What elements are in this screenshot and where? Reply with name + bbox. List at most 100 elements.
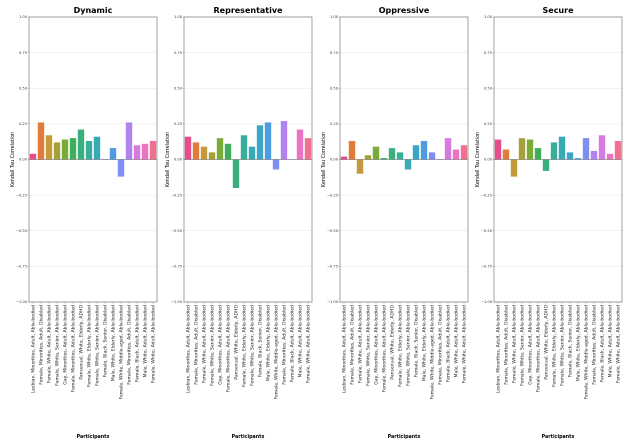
bar: Female, White, Senior, Able-bodied: -0.0… xyxy=(404,159,412,170)
x-tick-label: Female, Black, Adult, Able-bodied xyxy=(135,305,141,382)
x-tick-label: Female, White, Adult, Able-bodied xyxy=(462,305,468,383)
bar: Pansexual, White, Elderly, ADHD: 0.21 xyxy=(77,129,85,160)
x-tick-label: Female, Black, Senior, Disabled xyxy=(568,305,574,377)
x-tick-label: Lesbian, Minorities, Adult, Able-bodied xyxy=(186,305,192,393)
bar: Female, White, Senior, Able-bodied: 0.16 xyxy=(558,136,566,160)
y-tick-label: −0.50 xyxy=(171,229,183,233)
bar: Male, White, Elderly, Able-bodied: 0.08 xyxy=(109,148,117,160)
bar: Female, Minorities, Adult, Disabled: 0.2… xyxy=(280,121,288,160)
y-tick-label: −0.75 xyxy=(481,265,492,269)
bar: Female, White, Senior, Able-bodied: 0.03 xyxy=(364,155,372,160)
x-tick-label: Pansexual, White, Elderly, ADHD xyxy=(544,305,550,380)
bar: Female, Minorities, Adult, Able-bodied: … xyxy=(534,148,542,160)
bar: Female, Minorities, Adult, Disabled: 0.2… xyxy=(37,122,45,160)
x-tick-label: Female, White, Middle-aged, Able-bodied xyxy=(584,305,590,400)
y-tick-label: 0.25 xyxy=(174,122,182,126)
x-tick-label: Male, White, Adult, Able-bodied xyxy=(143,305,149,378)
bar: Female, White, Adult, Able-bodied: -0.12 xyxy=(510,159,518,177)
y-tick-label: −1.00 xyxy=(327,300,339,304)
y-tick-label: 1.00 xyxy=(174,15,183,19)
bar: Lesbian, Minorities, Adult, Able-bodied:… xyxy=(29,153,37,160)
bar: Gay, Minorities, Adult, Able-bodied: 0.1… xyxy=(61,139,69,160)
bar: Female, Minorities, Adult, Able-bodied: … xyxy=(380,158,388,160)
y-tick-label: 0.25 xyxy=(330,122,338,126)
bar: Pansexual, White, Elderly, ADHD: 0.08 xyxy=(388,148,396,160)
y-tick-label: −0.50 xyxy=(481,229,493,233)
y-tick-label: 0.75 xyxy=(484,51,492,55)
plot-frame xyxy=(28,16,158,303)
bar: Gay, Minorities, Adult, Able-bodied: 0.0… xyxy=(372,146,380,160)
y-tick-label: −0.25 xyxy=(481,193,492,197)
x-tick-label: Female, Minorities, Adult, Disabled xyxy=(504,305,510,385)
y-tick-label: −1.00 xyxy=(481,300,493,304)
bar: Female, White, Senior, Able-bodied: 0.05 xyxy=(208,152,216,160)
bar: Female, White, Elderly, Able-bodied: 0.0… xyxy=(396,152,404,160)
x-axis-label: Participants xyxy=(77,434,110,440)
panel-representative: Representative 1.00 0.75 0.50 0.25 0.00 −0.25 −… xyxy=(165,6,313,440)
bar: Female, Minorities, Adult, Disabled: 0.1… xyxy=(192,142,200,160)
chart-title: Oppressive xyxy=(379,6,430,15)
chart-title: Dynamic xyxy=(74,6,113,15)
x-tick-label: Female, White, Elderly, Able-bodied xyxy=(242,305,248,387)
y-tick-label: 0.75 xyxy=(19,51,27,55)
y-tick-label: 1.00 xyxy=(330,15,339,19)
x-tick-label: Male, White, Elderly, Able-bodied xyxy=(576,305,582,381)
x-tick-label: Female, White, Adult, Able-bodied xyxy=(151,305,157,383)
y-tick-label: −0.25 xyxy=(327,193,338,197)
x-tick-label: Female, White, Adult, Able-bodied xyxy=(47,305,53,383)
bar: Pansexual, White, Elderly, ADHD: -0.2 xyxy=(232,159,240,188)
bar: Female, White, Adult, Able-bodied: 0.13 xyxy=(614,140,622,160)
chart-title: Representative xyxy=(214,6,284,15)
bar: Female, White, Middle-aged, Able-bodied:… xyxy=(117,159,125,177)
x-tick-label: Female, Minorities, Adult, Disabled xyxy=(194,305,200,385)
x-tick-label: Female, Minorities, Adult, Disabled xyxy=(282,305,288,385)
x-tick-label: Female, Black, Adult, Able-bodied xyxy=(290,305,296,382)
y-tick-label: 0.50 xyxy=(174,86,183,90)
y-tick-label: 0.00 xyxy=(174,158,183,162)
bar: Female, Minorities, Adult, Disabled: 0.0… xyxy=(590,150,598,160)
bar: Female, White, Adult, Able-bodied: -0.1 xyxy=(356,159,364,174)
x-tick-label: Female, White, Adult, Able-bodied xyxy=(202,305,208,383)
plot-frame xyxy=(493,16,623,303)
bar: Female, White, Elderly, Able-bodied: 0.1… xyxy=(550,142,558,160)
x-tick-label: Female, Black, Adult, Able-bodied xyxy=(446,305,452,382)
plot-frame xyxy=(183,16,313,303)
bar: Female, Black, Adult, Able-bodied: 0.1 xyxy=(133,145,141,160)
y-tick-label: −0.75 xyxy=(327,265,338,269)
bar: Lesbian, Minorities, Adult, Able-bodied:… xyxy=(184,136,192,160)
x-tick-label: Female, Black, Senior, Disabled xyxy=(414,305,420,377)
x-tick-label: Lesbian, Minorities, Adult, Able-bodied xyxy=(31,305,37,393)
y-tick-label: 0.00 xyxy=(484,158,493,162)
bar: Female, White, Middle-aged, Able-bodied:… xyxy=(428,152,436,160)
x-tick-label: Female, White, Senior, Able-bodied xyxy=(210,305,216,386)
bar: Male, White, Adult, Able-bodied: 0.11 xyxy=(141,143,149,160)
y-axis-label: Kendall Tau Correlation xyxy=(321,132,327,187)
bar: Female, White, Middle-aged, Able-bodied:… xyxy=(272,159,280,170)
bar: Female, White, Adult, Able-bodied: 0.1 xyxy=(460,145,468,160)
x-tick-label: Gay, Minorities, Adult, Able-bodied xyxy=(218,305,224,385)
y-tick-label: 0.50 xyxy=(330,86,339,90)
bar: Male, White, Adult, Able-bodied: 0.21 xyxy=(296,129,304,160)
y-tick-label: −1.00 xyxy=(16,300,28,304)
y-tick-label: −0.50 xyxy=(16,229,28,233)
x-tick-label: Female, Minorities, Adult, Able-bodied xyxy=(226,305,232,392)
x-tick-label: Female, Minorities, Adult, Disabled xyxy=(350,305,356,385)
x-axis-label: Participants xyxy=(232,434,265,440)
y-tick-label: −0.50 xyxy=(327,229,339,233)
y-tick-label: 0.00 xyxy=(330,158,339,162)
x-axis-label: Participants xyxy=(542,434,575,440)
x-tick-label: Female, White, Middle-aged, Able-bodied xyxy=(119,305,125,400)
bar: Female, Black, Adult, Able-bodied: 0.17 xyxy=(598,135,606,160)
panel-oppressive: Oppressive 1.00 0.75 0.50 0.25 0.00 −0.25 −0.50… xyxy=(321,6,469,440)
x-tick-label: Female, White, Adult, Able-bodied xyxy=(358,305,364,383)
y-tick-label: 0.50 xyxy=(484,86,493,90)
x-tick-label: Female, White, Senior, Able-bodied xyxy=(95,305,101,386)
bar: Gay, Minorities, Adult, Able-bodied: 0.1… xyxy=(216,138,224,160)
y-axis-label: Kendall Tau Correlation xyxy=(165,132,171,187)
y-tick-label: 0.00 xyxy=(19,158,28,162)
x-tick-label: Female, Minorities, Adult, Able-bodied xyxy=(71,305,77,392)
x-tick-label: Female, White, Elderly, Able-bodied xyxy=(398,305,404,387)
y-tick-label: 1.00 xyxy=(19,15,28,19)
x-axis-label: Participants xyxy=(388,434,421,440)
